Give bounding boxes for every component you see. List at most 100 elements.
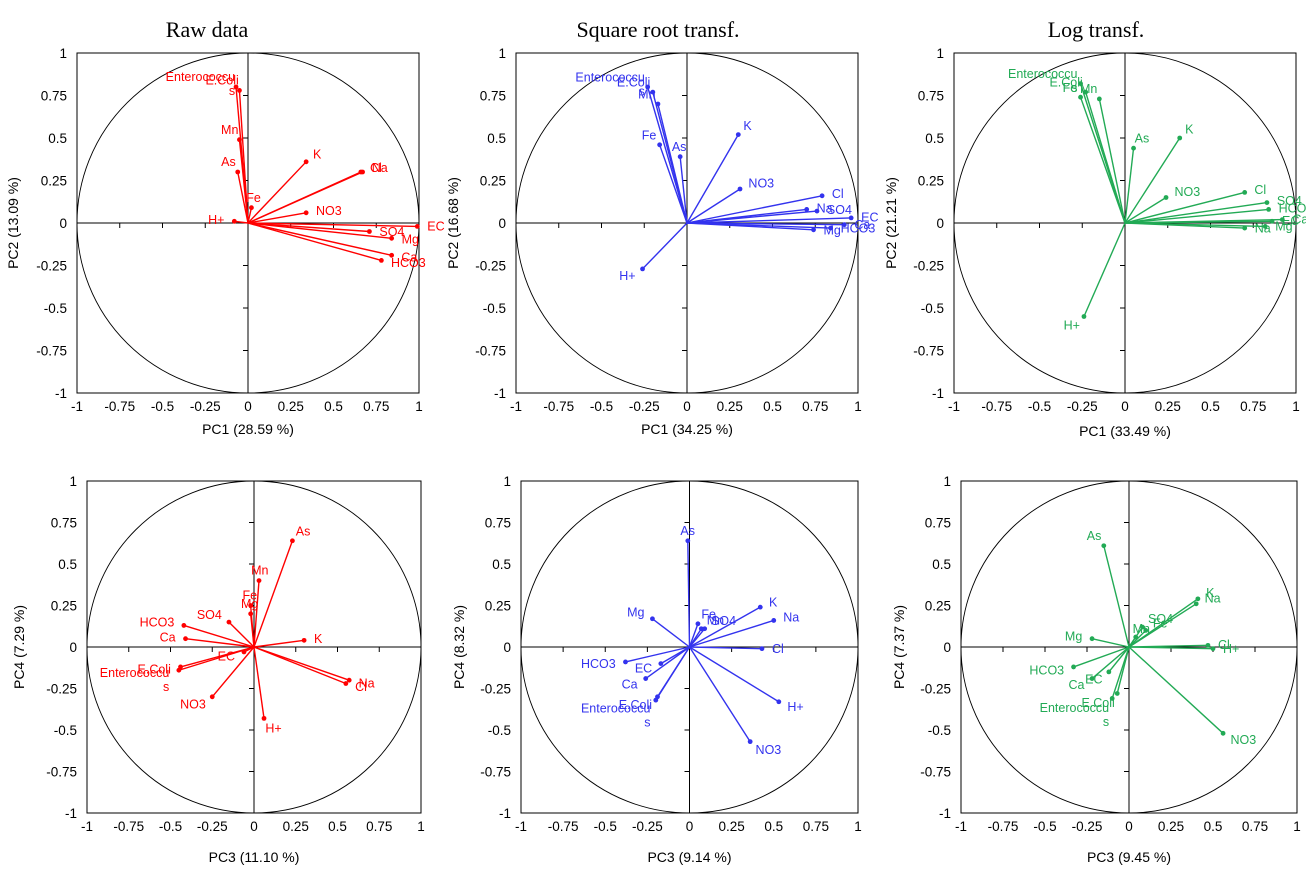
x-tick-label: -1 [515,819,527,834]
loading-point-ec [658,661,664,666]
y-tick-label: 0.5 [932,557,951,572]
x-tick-label: 1 [1292,399,1300,414]
loading-vector-e-coli [238,90,249,224]
loading-vector-h [253,646,265,719]
variable-label-e-coli: E.Coli [1081,696,1114,710]
loading-point-as [685,538,691,544]
column-title-log: Log transf. [1048,17,1145,42]
loading-point-no3 [209,694,215,700]
x-axis-title: PC3 (9.45 %) [1087,849,1171,865]
variable-label-na: Na [359,676,375,690]
loading-vector-so4 [686,210,818,224]
loading-point-ca [1089,676,1095,681]
x-tick-label: -0.5 [159,819,182,834]
y-tick-label: 0 [943,640,951,655]
y-tick-label: -0.25 [475,259,506,274]
loading-point-enterococcus [1109,696,1115,701]
loading-point-k [735,132,741,138]
loading-point-enterococcus [1078,81,1083,86]
variable-label-cl: Cl [1218,638,1230,652]
variable-label-na: Na [817,201,833,215]
variable-label-no3: NO3 [180,697,206,711]
loading-vector-ec [247,222,418,228]
loading-vector-mg [652,618,690,648]
y-tick-label: -1 [932,386,944,401]
x-tick-label: 0.5 [324,399,343,414]
x-tick-label: 1 [854,819,862,834]
variable-label-cl: Cl [832,187,844,201]
y-tick-label: 0.75 [918,89,944,104]
loading-point-na [804,207,810,212]
loading-vector-so4 [228,621,255,648]
loading-vector-e-coli [1084,91,1126,224]
loading-point-so4 [226,619,232,625]
x-tick-label: 0.5 [1201,399,1220,414]
loading-point-ec [414,224,420,229]
variable-label-fe: Fe [701,607,716,621]
variable-label-ca: Ca [401,250,417,264]
loading-point-ca [841,222,847,228]
loading-vector-as [1103,545,1130,648]
loading-vector-mn [1098,98,1126,224]
loading-vector-na [689,619,774,648]
variable-label-as: As [672,140,687,154]
y-tick-label: 0 [59,216,67,231]
biplot-panel-2: -1 -1 -0.75 -0.75 -0.5 -0.5 -0.25 -0.25 0 0 0.25 0.… [445,46,879,437]
y-tick-label: 0 [936,216,944,231]
y-tick-label: -0.25 [36,259,67,274]
y-tick-label: 1 [943,474,951,489]
variable-label-cl: Cl [772,642,784,656]
x-tick-label: -0.25 [632,819,663,834]
y-tick-label: 1 [503,474,511,489]
loading-vector-hco3 [183,624,255,648]
loading-point-h [1081,314,1087,319]
variable-label-na: Na [783,610,799,624]
loading-vector-hco3 [686,222,831,229]
variable-label-enterococcus: Enterococcu s [575,70,645,98]
loading-point-cl [1242,190,1248,195]
variable-label-enterococcus: Enterococcu s [1008,67,1078,95]
variable-label-cl: Cl [355,680,367,694]
loading-point-mg [1089,636,1095,642]
loading-vector-hco3 [1073,646,1130,668]
loading-point-k [303,159,309,165]
x-tick-label: -0.25 [190,399,221,414]
loading-point-mg [248,611,254,617]
variable-label-fe: Fe [1063,81,1078,95]
biplot-panel-4: -1 -1 -0.75 -0.75 -0.5 -0.5 -0.25 -0.25 0 0 0.25 0.… [11,474,425,865]
x-tick-label: 0.75 [802,399,828,414]
loading-point-ec [1106,669,1112,675]
x-tick-label: -0.5 [1033,819,1056,834]
loading-vector-enterococcus [655,646,691,701]
variable-label-no3: NO3 [756,743,782,757]
variable-label-no3: NO3 [1175,185,1201,199]
loading-vector-fe [658,144,688,224]
column-title-raw: Raw data [166,17,249,42]
x-tick-label: 0.5 [763,399,782,414]
y-tick-label: 0.75 [480,89,506,104]
y-tick-label: 0.75 [41,89,67,104]
loading-point-fe [1078,94,1083,100]
loading-point-as [677,154,683,160]
loading-point-no3 [737,186,743,192]
variable-label-as: As [1087,529,1102,543]
x-tick-label: -0.75 [988,819,1019,834]
variable-label-h: H+ [208,213,224,227]
y-tick-label: -0.75 [36,344,67,359]
loading-vector-as [253,540,294,648]
loading-point-enterococcus [653,697,659,703]
loading-vector-na [1124,222,1245,229]
loading-point-fe [657,142,663,148]
loading-point-ca [183,636,188,642]
variable-label-k: K [314,632,323,646]
loading-point-na [1193,601,1199,607]
y-tick-label: -0.75 [46,765,77,780]
x-tick-label: 0.5 [764,819,783,834]
loading-point-hco3 [378,258,384,263]
x-tick-label: 0 [250,819,258,834]
x-tick-label: 0 [683,399,691,414]
loading-point-no3 [1220,730,1226,736]
variable-label-mn: Mn [251,564,268,578]
variable-label-ec: EC [427,220,444,234]
